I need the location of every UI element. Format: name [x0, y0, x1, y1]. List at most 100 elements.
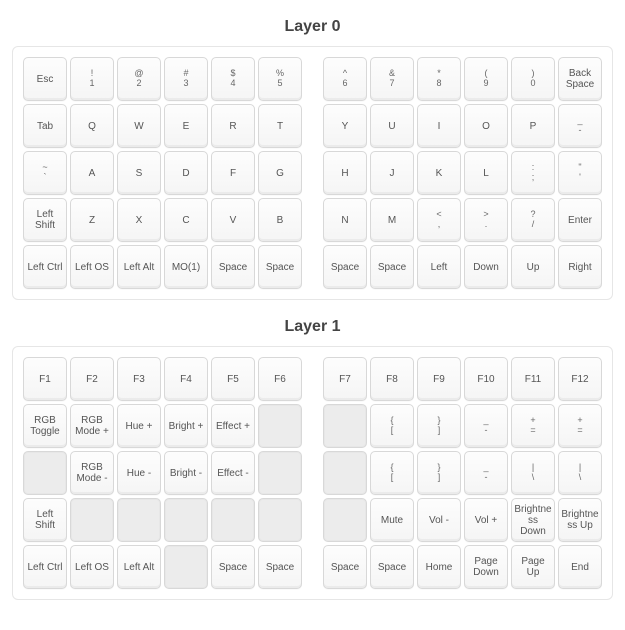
key: Right — [558, 245, 602, 289]
key-label: Left OS — [75, 262, 109, 273]
key: F7 — [323, 357, 367, 401]
key-label: F7 — [339, 374, 351, 385]
key-label: Space — [331, 562, 359, 573]
key-label: N — [341, 215, 348, 226]
key-label: Space — [266, 562, 294, 573]
key-label: Space — [331, 262, 359, 273]
key: !1 — [70, 57, 114, 101]
key-lower: / — [532, 220, 535, 230]
key-lower: - — [579, 126, 582, 136]
key-label: Left Alt — [124, 562, 155, 573]
key: Bright + — [164, 404, 208, 448]
key-lower: 1 — [89, 79, 94, 89]
key-label: Left Alt — [124, 262, 155, 273]
key: _- — [558, 104, 602, 148]
key-label: F1 — [39, 374, 51, 385]
key-label: J — [390, 168, 395, 179]
key: Space — [370, 245, 414, 289]
key: Space — [211, 245, 255, 289]
key-label: F10 — [477, 374, 494, 385]
key: E — [164, 104, 208, 148]
key: |\ — [558, 451, 602, 495]
key: }] — [417, 404, 461, 448]
key: T — [258, 104, 302, 148]
key: Space — [323, 245, 367, 289]
key-lower: ` — [44, 173, 47, 183]
key-label: Left Shift — [26, 209, 64, 231]
key-blank — [258, 404, 302, 448]
key: *8 — [417, 57, 461, 101]
key: _- — [464, 404, 508, 448]
key-blank — [164, 545, 208, 589]
key: Space — [323, 545, 367, 589]
key: RGB Mode + — [70, 404, 114, 448]
key: %5 — [258, 57, 302, 101]
key-lower: . — [485, 220, 488, 230]
key-blank — [258, 498, 302, 542]
key: N — [323, 198, 367, 242]
key: Mute — [370, 498, 414, 542]
key-label: F5 — [227, 374, 239, 385]
key: Up — [511, 245, 555, 289]
key-label: Y — [342, 121, 349, 132]
layer-title: Layer 1 — [12, 318, 613, 336]
key-blank — [117, 498, 161, 542]
key-blank — [23, 451, 67, 495]
key: ~` — [23, 151, 67, 195]
key-lower: 7 — [389, 79, 394, 89]
key-label: M — [388, 215, 396, 226]
key-label: C — [182, 215, 189, 226]
key-label: G — [276, 168, 284, 179]
key-label: I — [438, 121, 441, 132]
key: P — [511, 104, 555, 148]
key: Left Shift — [23, 498, 67, 542]
key: MO(1) — [164, 245, 208, 289]
key-label: R — [229, 121, 236, 132]
key: Hue - — [117, 451, 161, 495]
key: Left Ctrl — [23, 545, 67, 589]
keyboard-half-left: Esc!1@2#3$4%5TabQWERT~`ASDFGLeft ShiftZX… — [23, 57, 302, 289]
key: <, — [417, 198, 461, 242]
key-label: Right — [568, 262, 591, 273]
key: Esc — [23, 57, 67, 101]
key-label: Left OS — [75, 562, 109, 573]
key: M — [370, 198, 414, 242]
key: O — [464, 104, 508, 148]
key-label: End — [571, 562, 589, 573]
key: Left OS — [70, 545, 114, 589]
key: Left Alt — [117, 545, 161, 589]
key-label: Left Ctrl — [27, 262, 62, 273]
key-lower: , — [438, 220, 441, 230]
key: F11 — [511, 357, 555, 401]
key-label: F4 — [180, 374, 192, 385]
key: C — [164, 198, 208, 242]
key: F9 — [417, 357, 461, 401]
key-label: O — [482, 121, 490, 132]
key: Left — [417, 245, 461, 289]
key-label: Space — [378, 562, 406, 573]
key: F1 — [23, 357, 67, 401]
key-label: F2 — [86, 374, 98, 385]
key: U — [370, 104, 414, 148]
key-label: Left Shift — [26, 509, 64, 531]
key-label: MO(1) — [172, 262, 200, 273]
key-label: Left Ctrl — [27, 562, 62, 573]
key: Bright - — [164, 451, 208, 495]
key: _- — [464, 451, 508, 495]
key-label: Enter — [568, 215, 592, 226]
key: F — [211, 151, 255, 195]
key-label: Z — [89, 215, 95, 226]
key-lower: 5 — [277, 79, 282, 89]
key: Effect - — [211, 451, 255, 495]
key-label: Bright + — [169, 421, 204, 432]
keyboard-layers: Layer 0Esc!1@2#3$4%5TabQWERT~`ASDFGLeft … — [12, 18, 613, 600]
key-label: Back Space — [561, 68, 599, 90]
key: H — [323, 151, 367, 195]
key: Page Up — [511, 545, 555, 589]
key: Page Down — [464, 545, 508, 589]
key-lower: ] — [438, 426, 441, 436]
key-lower: ; — [532, 173, 535, 183]
key-label: A — [89, 168, 96, 179]
key-label: Space — [219, 262, 247, 273]
key: D — [164, 151, 208, 195]
